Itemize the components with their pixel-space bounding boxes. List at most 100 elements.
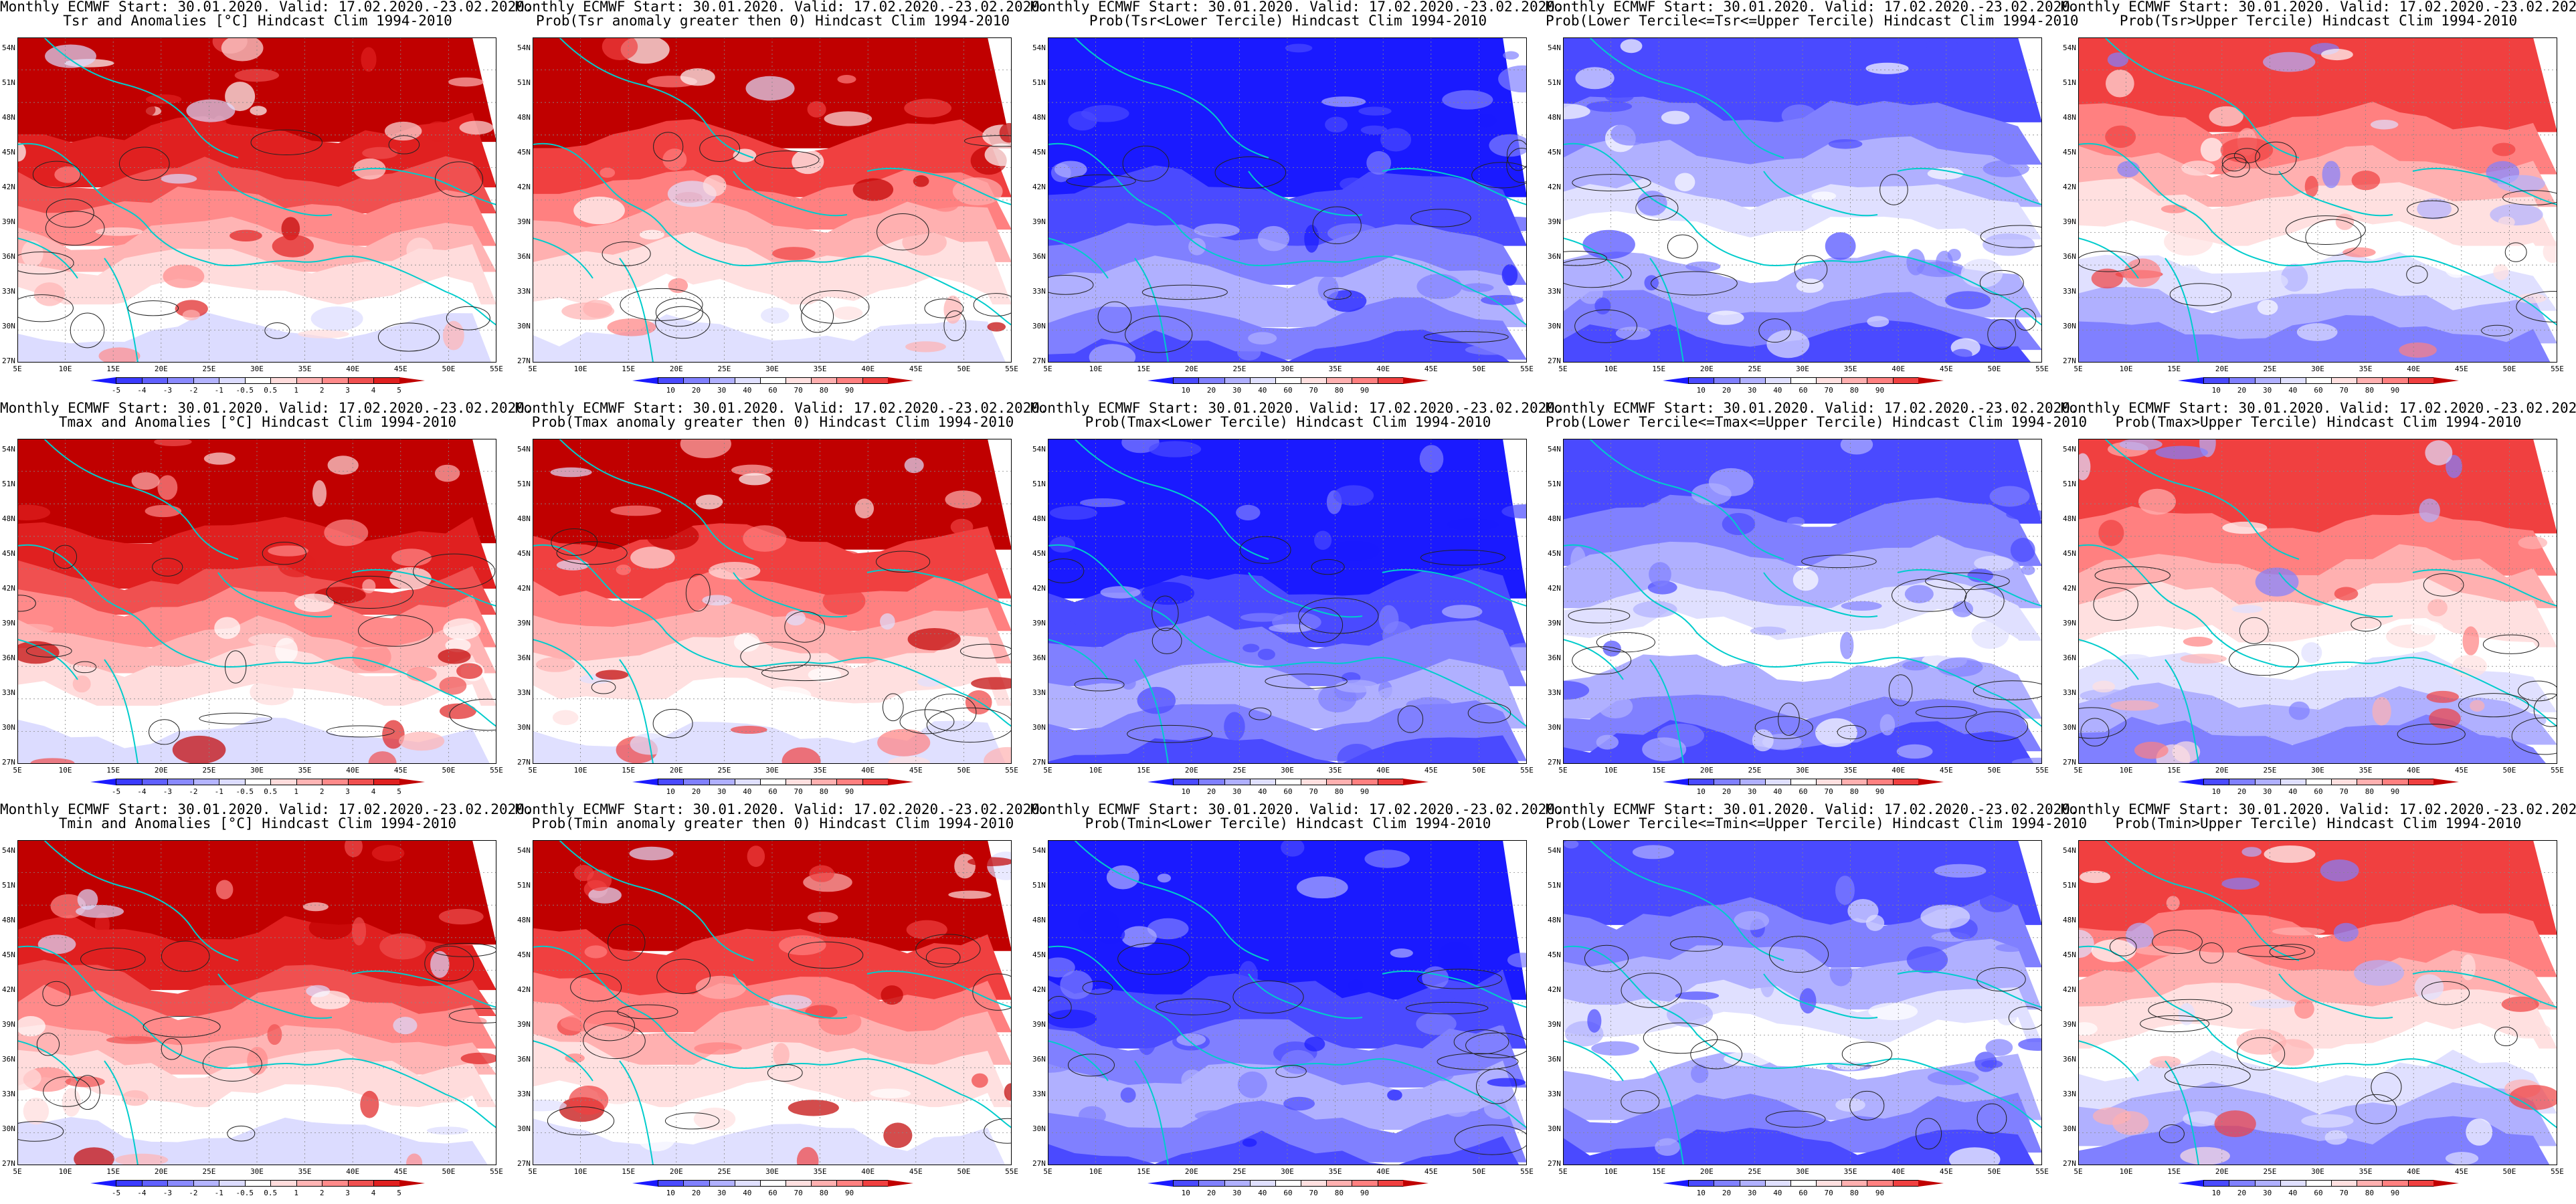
colorbar-swatch	[2357, 779, 2383, 785]
colorbar-tick: 20	[1206, 1189, 1216, 1197]
colorbar-swatch	[244, 779, 272, 785]
colorbar-tick: 30	[717, 787, 727, 796]
lon-label: 50E	[957, 365, 971, 373]
contour-line	[1964, 583, 2005, 618]
map-panel-tmin-anom: Monthly ECMWF Start: 30.01.2020. Valid: …	[0, 803, 533, 1204]
field-patch	[439, 676, 467, 695]
field-patch	[1563, 103, 1590, 120]
field-patch	[2112, 1111, 2149, 1135]
lat-label: 30N	[1548, 1124, 1561, 1133]
field-patch	[157, 475, 178, 500]
colorbar-tick: 90	[844, 386, 854, 395]
coastline	[1382, 569, 1527, 607]
colorbar-swatch	[2331, 779, 2358, 785]
field-band	[17, 156, 496, 213]
field-patch	[2333, 922, 2359, 942]
lon-label: 10E	[2119, 365, 2133, 373]
lon-label: 40E	[2407, 1167, 2421, 1176]
contour-line	[1572, 646, 1632, 675]
field-patch	[1784, 534, 1819, 544]
lat-label: 33N	[1032, 287, 1046, 296]
lon-label: 30E	[1796, 766, 1809, 775]
field-patch	[1867, 316, 1890, 328]
field-patch	[913, 175, 929, 187]
colorbar-swatch	[1790, 377, 1817, 384]
panel-title: Monthly ECMWF Start: 30.01.2020. Valid: …	[515, 803, 1048, 831]
field-patch	[1781, 104, 1817, 127]
lon-label: 50E	[1987, 1167, 2001, 1176]
field-patch	[2321, 49, 2353, 61]
colorbar: -5 -4 -3 -2 -1 -0.5 0.5 1 2 3 4 5	[90, 777, 425, 795]
contour-line	[1635, 195, 1679, 221]
lat-label: 33N	[1548, 1090, 1561, 1098]
lon-label: 30E	[1281, 365, 1294, 373]
lat-label: 30N	[1548, 723, 1561, 732]
field-patch	[945, 490, 982, 509]
field-patch	[2183, 636, 2213, 647]
field-patch	[874, 1068, 915, 1080]
lon-label: 55E	[2035, 766, 2049, 775]
field-patch	[2080, 870, 2111, 884]
field-patch	[2117, 161, 2140, 178]
lon-label: 45E	[2454, 365, 2468, 373]
contour-line	[1453, 1029, 1509, 1055]
contour-line	[1097, 301, 1132, 333]
contour-line	[1915, 1118, 1942, 1150]
field-patch	[120, 100, 156, 120]
field-patch	[2107, 52, 2128, 68]
lon-label: 20E	[154, 365, 168, 373]
lat-label: 39N	[1548, 217, 1561, 226]
field-patch	[186, 99, 236, 122]
contour-line	[924, 298, 964, 318]
contour-line	[664, 1112, 720, 1130]
field-patch	[221, 37, 264, 62]
lat-label: 51N	[517, 78, 531, 87]
colorbar-swatch	[2382, 1180, 2409, 1187]
field-patch	[2466, 1118, 2493, 1146]
lat-label: 54N	[1032, 445, 1046, 454]
field-patch	[808, 668, 842, 682]
coastline	[17, 237, 78, 279]
lon-label: 40E	[346, 1167, 360, 1176]
field-patch	[1498, 65, 1527, 93]
contour-line	[25, 644, 72, 658]
contour-line	[876, 550, 931, 573]
field-patch	[2249, 999, 2297, 1009]
contour-line	[449, 1008, 496, 1023]
contour-line	[767, 1064, 803, 1082]
lon-label: 5E	[528, 766, 537, 775]
lat-label: 36N	[2, 654, 15, 662]
panel-title: Monthly ECMWF Start: 30.01.2020. Valid: …	[1546, 803, 2088, 831]
panel-title: Monthly ECMWF Start: 30.01.2020. Valid: …	[515, 0, 1048, 28]
field-patch	[308, 916, 353, 940]
contour-line	[377, 322, 440, 352]
lat-label: 48N	[2, 514, 15, 523]
contour-line	[1621, 1090, 1660, 1114]
coastline	[1048, 237, 1109, 279]
map-field	[1563, 840, 2042, 1165]
lon-label: 55E	[2551, 365, 2564, 373]
field-patch	[2527, 1021, 2543, 1030]
contour-line	[224, 650, 247, 684]
field-patch	[1587, 1009, 1602, 1033]
field-patch	[2293, 1017, 2320, 1027]
field-patch	[680, 68, 715, 86]
colorbar-arrow-right	[1918, 779, 1944, 785]
field-patch	[1655, 1138, 1681, 1156]
lon-label: 5E	[1043, 766, 1052, 775]
field-patch	[247, 1047, 268, 1075]
colorbar-swatch	[2203, 1180, 2230, 1187]
colorbar-swatch	[193, 377, 220, 384]
panel-title-line2: Prob(Lower Tercile<=Tmin<=Upper Tercile)…	[1546, 815, 2088, 831]
lon-label: 50E	[2502, 766, 2516, 775]
lat-label: 45N	[1032, 950, 1046, 959]
field-patch	[2134, 741, 2169, 759]
field-patch	[883, 1122, 913, 1148]
colorbar-tick: 60	[2314, 386, 2323, 395]
field-patch	[2294, 999, 2314, 1019]
contour-line	[1563, 258, 1632, 288]
colorbar-swatch	[1892, 377, 1919, 384]
colorbar-swatch	[193, 779, 220, 785]
colorbar-tick: 40	[1258, 386, 1267, 395]
map-frame	[533, 840, 1012, 1165]
